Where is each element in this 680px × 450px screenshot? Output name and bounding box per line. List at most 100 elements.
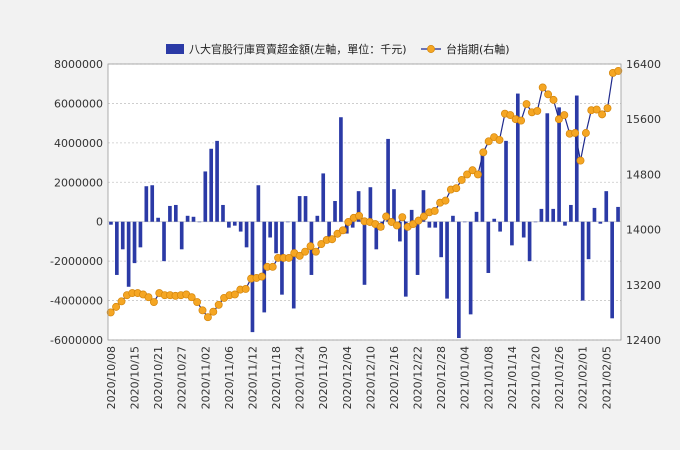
line-point — [468, 166, 477, 175]
bar — [580, 221, 585, 301]
x-axis-tick-label: 2020/12/04 — [341, 346, 354, 409]
line-point — [317, 240, 326, 249]
bar — [274, 221, 278, 254]
left-axis-tick-label: 8000000 — [54, 58, 103, 71]
bar — [521, 221, 526, 238]
bar — [197, 221, 202, 223]
left-axis-tick-label: -4000000 — [50, 295, 103, 308]
bar — [403, 221, 408, 297]
line-point — [328, 235, 337, 244]
bar — [144, 186, 149, 222]
line-point — [198, 306, 207, 315]
line-point — [112, 302, 121, 311]
bar — [563, 221, 567, 226]
line-point — [149, 298, 158, 306]
line-point — [306, 242, 315, 251]
bar — [215, 140, 219, 222]
line-point — [517, 116, 526, 125]
line-point — [268, 262, 277, 271]
bar — [569, 204, 573, 222]
line-point — [419, 212, 428, 221]
left-axis-tick-label: -2000000 — [50, 255, 103, 268]
bar — [539, 208, 544, 222]
bar — [286, 221, 290, 223]
line-point — [203, 313, 212, 322]
x-axis-tick-label: 2021/02/01 — [577, 346, 590, 409]
line-point — [614, 66, 623, 75]
line-point — [209, 307, 218, 316]
legend-line-label: 台指期(右軸) — [446, 42, 510, 56]
bar — [173, 204, 178, 222]
bar — [598, 221, 603, 224]
bar — [439, 221, 443, 258]
x-axis-tick-label: 2020/12/10 — [364, 346, 377, 409]
line-point — [398, 213, 407, 222]
line-point — [538, 83, 547, 92]
bar — [510, 221, 514, 246]
line-point — [284, 253, 293, 262]
bar — [374, 221, 379, 250]
legend-bar-label: 八大官股行庫買賣超金額(左軸，單位：千元) — [189, 42, 407, 56]
left-axis-tick-label: -6000000 — [50, 334, 103, 347]
bar — [339, 117, 343, 222]
bar — [474, 211, 479, 222]
line-point — [295, 251, 304, 260]
bar — [150, 185, 155, 222]
bar — [168, 205, 172, 222]
line-point — [193, 298, 202, 306]
bar — [303, 196, 308, 222]
bar — [109, 221, 113, 225]
line-point — [473, 170, 482, 179]
bar — [386, 138, 390, 222]
line-point — [581, 129, 590, 137]
line-point — [344, 218, 353, 226]
bar — [445, 221, 449, 299]
bar — [533, 221, 538, 223]
bar — [527, 221, 532, 262]
right-axis-tick-label: 14800 — [626, 168, 661, 181]
bar — [333, 201, 337, 222]
bar — [592, 207, 597, 222]
line-point — [430, 207, 439, 215]
line-point — [301, 247, 310, 256]
left-axis-tick-label: 6000000 — [54, 97, 103, 110]
bar — [368, 187, 373, 222]
line-point — [554, 115, 563, 124]
line-point — [311, 247, 320, 256]
line-point — [414, 216, 423, 225]
x-axis-tick-label: 2021/02/05 — [600, 346, 613, 409]
x-axis-tick-label: 2020/11/24 — [294, 346, 307, 409]
right-axis-tick-label: 13200 — [626, 279, 661, 292]
x-axis-tick-label: 2020/10/27 — [176, 346, 189, 409]
line-point — [457, 175, 466, 184]
bar — [291, 221, 296, 309]
bar — [504, 140, 508, 222]
left-axis-tick-label: 4000000 — [54, 137, 103, 150]
bar — [610, 221, 614, 319]
bar — [415, 221, 420, 275]
bar — [120, 221, 125, 250]
x-axis-tick-label: 2020/11/06 — [223, 346, 236, 409]
line-point — [452, 184, 461, 193]
plot-border — [107, 63, 622, 341]
x-axis-tick-label: 2021/01/14 — [506, 346, 519, 409]
line-point — [117, 297, 126, 306]
line-point — [241, 284, 250, 293]
bar — [191, 216, 196, 222]
bar — [515, 93, 520, 222]
bar — [421, 190, 426, 222]
line-point — [598, 110, 607, 119]
x-axis-tick-label: 2020/11/30 — [317, 346, 330, 409]
line-point — [560, 111, 569, 120]
line-point — [187, 293, 196, 302]
line-point — [571, 129, 580, 137]
line-point — [392, 221, 401, 230]
left-axis-tick-label: 2000000 — [54, 176, 103, 189]
bar — [232, 221, 237, 226]
bar — [557, 107, 561, 222]
bar — [132, 221, 137, 264]
bar — [344, 221, 349, 234]
bar — [315, 215, 320, 222]
bar — [221, 204, 225, 222]
